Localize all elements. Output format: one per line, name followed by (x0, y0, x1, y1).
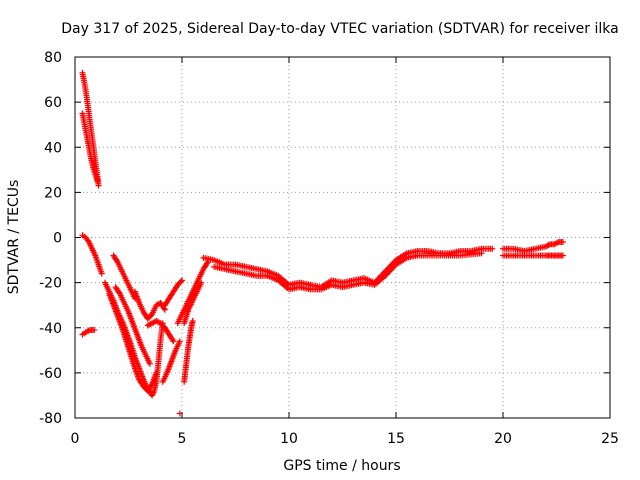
y-tick-label: 80 (44, 50, 62, 66)
y-tick-labels: -80 -60 -40 -20 0 20 40 60 80 (39, 50, 62, 427)
data-point (113, 257, 120, 264)
data-point (203, 260, 210, 267)
y-tick-label: -40 (39, 321, 62, 337)
x-axis-label: GPS time / hours (283, 458, 400, 474)
data-point (146, 360, 153, 367)
y-tick-label: 0 (53, 231, 62, 247)
y-tick-label: -60 (39, 366, 62, 382)
data-point (176, 410, 183, 417)
data-point (169, 336, 176, 343)
data-point (91, 327, 98, 334)
y-tick-label: 40 (44, 140, 62, 156)
data-point (198, 279, 205, 286)
data-point (98, 270, 105, 277)
x-tick-label: 5 (178, 431, 187, 447)
data-point (153, 369, 160, 376)
data-points (79, 69, 566, 417)
data-point (176, 338, 183, 345)
x-tick-label: 25 (601, 431, 619, 447)
y-tick-label: 60 (44, 95, 62, 111)
x-tick-label: 0 (71, 431, 80, 447)
y-tick-label: -80 (39, 411, 62, 427)
plot-frame (74, 56, 611, 419)
data-point (116, 289, 123, 296)
data-point (559, 252, 566, 259)
x-tick-label: 10 (280, 431, 298, 447)
data-point (94, 178, 101, 185)
data-point (95, 182, 102, 189)
chart-title: Day 317 of 2025, Sidereal Day-to-day VTE… (61, 21, 618, 37)
y-axis-label: SDTVAR / TECUs (6, 180, 22, 295)
data-point (179, 277, 185, 284)
data-point (189, 317, 196, 324)
x-tick-label: 20 (494, 431, 512, 447)
data-point (161, 305, 168, 312)
data-point (177, 278, 184, 285)
x-tick-labels: 0 5 10 15 20 25 (71, 431, 619, 447)
y-tick-label: -20 (39, 276, 62, 292)
data-point (489, 245, 496, 252)
data-point (204, 259, 211, 266)
x-tick-label: 15 (387, 431, 405, 447)
y-tick-label: 20 (44, 185, 62, 201)
data-point (478, 250, 485, 257)
data-point (559, 239, 566, 246)
grid (75, 57, 610, 418)
data-point (170, 338, 177, 345)
